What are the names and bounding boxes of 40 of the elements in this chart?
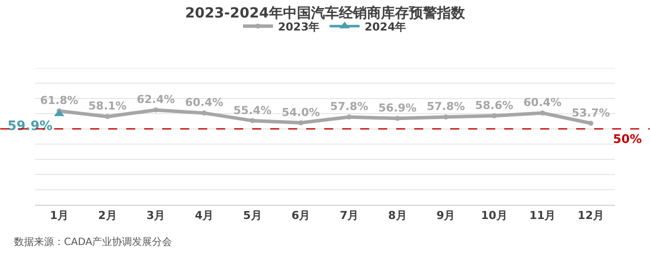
data-label: 57.8% bbox=[426, 100, 465, 114]
chart-title: 2023-2024年中国汽车经销商库存预警指数 bbox=[185, 4, 466, 22]
point bbox=[250, 118, 255, 124]
point bbox=[298, 120, 304, 126]
x-tick-label: 12月 bbox=[578, 209, 604, 222]
data-label: 57.8% bbox=[330, 100, 368, 114]
x-tick-label: 4月 bbox=[194, 209, 214, 222]
x-tick-label: 9月 bbox=[436, 209, 456, 222]
data-label: 58.1% bbox=[88, 100, 127, 113]
point bbox=[202, 110, 207, 116]
legend-label: 2023年 bbox=[278, 20, 320, 34]
point bbox=[492, 113, 497, 118]
data-label: 53.7% bbox=[572, 106, 610, 120]
data-label: 54.0% bbox=[282, 106, 320, 119]
point bbox=[588, 120, 594, 126]
x-tick-label: 5月 bbox=[243, 209, 262, 222]
ref-line-label: 50% bbox=[613, 132, 642, 146]
data-label: 56.9% bbox=[378, 102, 417, 115]
x-tick-label: 1月 bbox=[50, 209, 68, 222]
x-tick-label: 6月 bbox=[292, 209, 310, 222]
data-label: 55.4% bbox=[233, 104, 272, 117]
point bbox=[443, 114, 448, 120]
data-label: 61.8% bbox=[40, 94, 78, 108]
legend-label: 2024年 bbox=[364, 20, 406, 34]
x-tick-label: 7月 bbox=[340, 209, 358, 222]
point bbox=[395, 116, 400, 121]
x-tick-label: 2月 bbox=[98, 209, 117, 222]
data-label: 58.6% bbox=[475, 98, 514, 112]
data-label: 60.4% bbox=[185, 96, 224, 110]
x-tick-label: 11月 bbox=[529, 209, 556, 222]
data-label: 60.4% bbox=[523, 96, 562, 110]
data-label: 62.4% bbox=[136, 93, 175, 106]
source-note: 数据来源：CADA产业协调发展分会 bbox=[14, 236, 172, 248]
point bbox=[540, 110, 545, 116]
point bbox=[153, 108, 158, 113]
point bbox=[105, 114, 110, 120]
data-label: 59.9% bbox=[7, 119, 53, 134]
x-tick-label: 3月 bbox=[146, 209, 166, 222]
x-tick-label: 10月 bbox=[481, 209, 508, 222]
x-tick-label: 8月 bbox=[388, 209, 407, 222]
